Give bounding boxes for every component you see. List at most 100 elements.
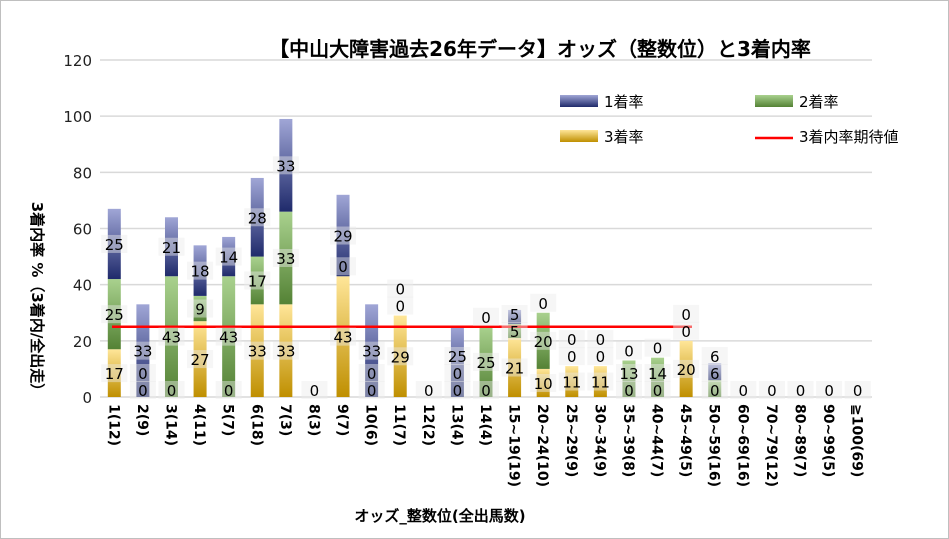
data-label: 29: [333, 228, 352, 246]
x-tick-label: 7(3): [277, 404, 293, 436]
data-label: 33: [276, 250, 295, 268]
data-label: 0: [367, 382, 377, 400]
data-label-bg: [158, 381, 185, 399]
data-label: 0: [796, 382, 806, 400]
data-label-bg: [530, 293, 557, 312]
x-tick-label: 15~19(19): [506, 404, 522, 487]
data-label: 0: [424, 382, 434, 400]
data-label-bg: [730, 381, 757, 399]
data-label: 33: [276, 343, 295, 361]
data-label: 0: [395, 298, 405, 316]
bar-segment: [222, 236, 236, 277]
data-label-bg: [444, 347, 471, 365]
data-label-bg: [558, 372, 585, 391]
data-label: 0: [224, 382, 234, 400]
data-label-bg: [501, 322, 528, 341]
data-label: 11: [591, 374, 610, 392]
data-label-bg: [644, 364, 671, 382]
data-label: 0: [481, 382, 491, 400]
data-label: 28: [248, 209, 267, 227]
data-label-bg: [444, 364, 471, 382]
y-tick-label: 60: [73, 221, 92, 239]
x-tick-label: 1(12): [105, 404, 121, 446]
data-label: 43: [162, 329, 181, 347]
data-label: 43: [219, 329, 238, 347]
data-label: 21: [505, 360, 524, 378]
x-tick-label: 3(14): [162, 404, 178, 446]
data-label-bg: [473, 352, 499, 371]
data-label: 0: [481, 309, 491, 327]
data-label: 5: [510, 306, 520, 324]
data-label-bg: [187, 299, 214, 318]
data-label-bg: [501, 358, 528, 377]
bar-segment: [708, 363, 722, 381]
data-label: 0: [453, 382, 463, 400]
data-label-bg: [129, 341, 156, 360]
data-label: 0: [395, 281, 405, 299]
bar-segment: [336, 194, 350, 277]
data-label-bg: [358, 341, 385, 360]
bar-segment: [193, 295, 207, 322]
data-label-bg: [673, 304, 700, 323]
x-tick-label: 20~24(10): [534, 404, 550, 487]
y-tick-label: 120: [63, 52, 92, 70]
data-label-bg: [215, 327, 242, 346]
data-label-bg: [244, 341, 271, 360]
data-label: 20: [534, 333, 553, 351]
data-label: 6: [710, 348, 720, 366]
data-label: 0: [596, 348, 606, 366]
bar-segment: [193, 321, 207, 397]
bar-segment: [250, 177, 264, 257]
data-label-bg: [615, 364, 642, 382]
x-tick-label: 10(6): [363, 404, 379, 446]
bar-segment: [193, 245, 207, 296]
data-label-bg: [530, 373, 557, 392]
data-label: 0: [624, 342, 634, 360]
data-label: 0: [624, 382, 634, 400]
data-label-bg: [101, 305, 128, 324]
data-label-bg: [187, 261, 214, 280]
data-label-bg: [387, 347, 414, 366]
data-label: 33: [248, 343, 267, 361]
x-tick-label: 14(4): [477, 404, 493, 446]
data-label-bg: [558, 347, 585, 366]
data-label-bg: [615, 341, 642, 360]
data-label: 0: [767, 382, 777, 400]
data-label: 0: [567, 348, 577, 366]
data-label-bg: [473, 381, 499, 399]
data-label-bg: [330, 257, 357, 276]
x-tick-label: 9(7): [334, 404, 350, 436]
y-tick-label: 80: [73, 164, 92, 182]
legend-swatch: [560, 130, 598, 142]
data-label-bg: [330, 327, 357, 346]
data-label-bg: [129, 364, 156, 382]
data-label-bg: [701, 381, 728, 399]
data-label: 33: [362, 343, 381, 361]
y-tick-label: 20: [73, 333, 92, 351]
bar-segment: [279, 118, 293, 212]
data-label-bg: [244, 271, 271, 290]
legend-swatch: [560, 95, 598, 107]
data-label-bg: [158, 237, 185, 256]
data-label: 0: [853, 382, 863, 400]
legend-swatch: [755, 95, 793, 107]
x-tick-label: 2(9): [134, 404, 150, 436]
data-label-bg: [158, 327, 185, 346]
data-label-bg: [701, 347, 728, 365]
x-tick-label: 8(3): [305, 404, 321, 436]
data-label: 0: [567, 331, 577, 349]
data-label: 0: [824, 382, 834, 400]
data-label-bg: [358, 381, 385, 399]
y-axis-title: 3着内率 %（3着内/全出走）: [28, 202, 46, 399]
x-tick-label: 70~79(12): [763, 404, 779, 487]
x-tick-label: 25~29(9): [563, 404, 579, 477]
data-label: 10: [534, 375, 553, 393]
data-label-bg: [301, 381, 328, 399]
x-tick-label: 30~34(9): [591, 404, 607, 477]
data-label-bg: [615, 381, 642, 399]
data-label-bg: [644, 381, 671, 399]
data-label-bg: [587, 347, 614, 366]
bar-segment: [450, 326, 464, 397]
data-label-bg: [330, 226, 357, 245]
data-label-bg: [473, 307, 499, 326]
